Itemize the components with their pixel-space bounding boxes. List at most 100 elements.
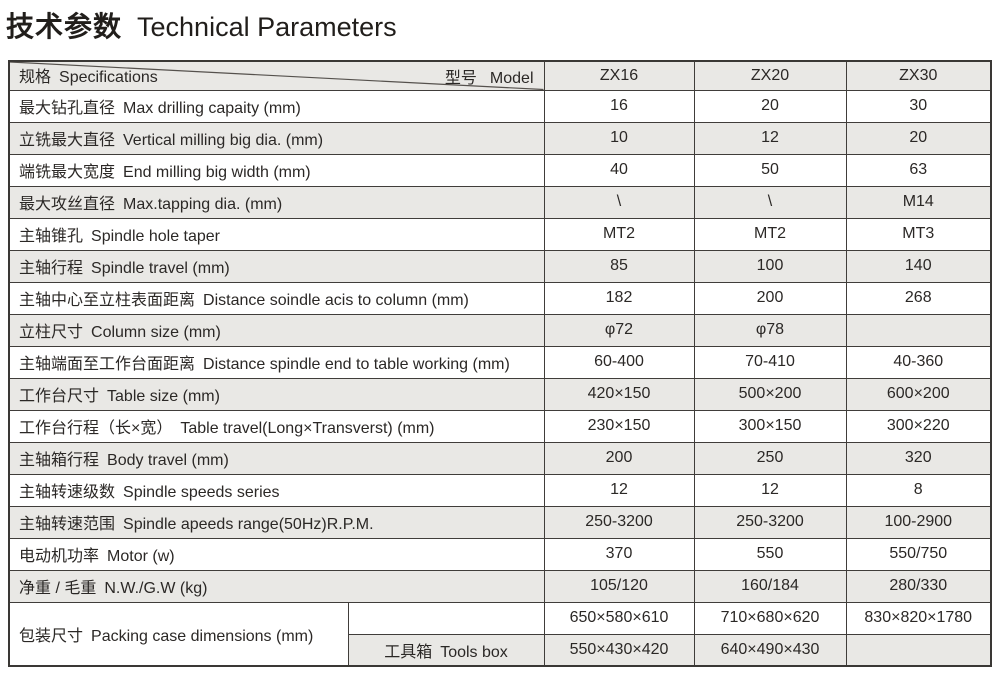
- spec-label-cell: 主轴箱行程 Body travel (mm): [8, 441, 545, 475]
- spec-label-en: N.W./G.W (kg): [104, 580, 208, 597]
- packing-label-en: Packing case dimensions (mm): [91, 627, 314, 645]
- spec-row: 主轴行程 Spindle travel (mm) 85 100 140: [8, 249, 992, 283]
- packing-row-machine: 包装尺寸 Packing case dimensions (mm) 650×580×…: [8, 601, 992, 667]
- spec-label-cell: 主轴端面至工作台面距离 Distance spindle end to table…: [8, 345, 545, 379]
- spec-table: 规格 Specifications 型号 Model ZX16 ZX20 ZX30 最大钻孔直…: [8, 60, 992, 667]
- value-cell: MT2: [693, 217, 847, 251]
- value-cell: 250-3200: [543, 505, 695, 539]
- value-cell: 100: [693, 249, 847, 283]
- spec-label-cell: 端铣最大宽度 End milling big width (mm): [8, 153, 545, 187]
- model-label-zh: 型号: [444, 69, 477, 87]
- spec-label-zh: 电动机功率: [19, 548, 100, 565]
- spec-label-en: Spindle speeds series: [123, 484, 280, 501]
- spec-label-zh: 最大攻丝直径: [19, 196, 116, 213]
- value-cell: 60-400: [543, 345, 695, 379]
- spec-row: 最大钻孔直径 Max drilling capaity (mm) 16 20 30: [8, 89, 992, 123]
- spec-label-zh: 端铣最大宽度: [19, 164, 116, 181]
- model-label-en: Model: [489, 69, 534, 87]
- value-cell: MT2: [543, 217, 695, 251]
- spec-label-en: Max.tapping dia. (mm): [123, 196, 283, 213]
- value-cell: 200: [543, 441, 695, 475]
- model-label: 型号 Model: [445, 64, 534, 88]
- value-cell: 370: [543, 537, 695, 571]
- page-title-en: Technical Parameters: [137, 12, 397, 42]
- page-title-zh: 技术参数: [6, 11, 123, 42]
- value-cell: 600×200: [845, 377, 992, 411]
- value-cell: 63: [845, 153, 992, 187]
- spec-label-cell: 最大钻孔直径 Max drilling capaity (mm): [8, 89, 545, 123]
- packing-label-cell: 包装尺寸 Packing case dimensions (mm): [8, 601, 349, 667]
- spec-label-cell: 立柱尺寸 Column size (mm): [8, 313, 545, 347]
- spec-label-zh: 净重 / 毛重: [19, 580, 97, 597]
- spec-label-zh: 主轴锥孔: [19, 228, 84, 245]
- packing-value-cell: 830×820×1780: [845, 601, 992, 635]
- spec-label-en: Table size (mm): [107, 388, 220, 405]
- model-header-cell: ZX20: [693, 60, 847, 91]
- value-cell: 40-360: [845, 345, 992, 379]
- diagonal-divider-line: [10, 62, 544, 90]
- value-cell: 16: [543, 89, 695, 123]
- spec-row: 主轴端面至工作台面距离 Distance spindle end to table…: [8, 345, 992, 379]
- spec-row: 主轴转速级数 Spindle speeds series 12 12 8: [8, 473, 992, 507]
- spec-label-en: End milling big width (mm): [123, 164, 311, 181]
- spec-label-en: Distance spindle end to table working (m…: [203, 356, 510, 373]
- value-cell: 70-410: [693, 345, 847, 379]
- value-cell: 250-3200: [693, 505, 847, 539]
- value-cell: 50: [693, 153, 847, 187]
- page: 技术参数 Technical Parameters 规格 Specificatio…: [0, 5, 1000, 667]
- spec-row: 主轴箱行程 Body travel (mm) 200 250 320: [8, 441, 992, 475]
- value-cell: 200: [693, 281, 847, 315]
- packing-sub-cell-empty: [347, 601, 545, 635]
- spec-label-cell: 净重 / 毛重 N.W./G.W (kg): [8, 569, 545, 603]
- value-cell: 100-2900: [845, 505, 992, 539]
- spec-label-cell: 工作台尺寸 Table size (mm): [8, 377, 545, 411]
- spec-label-zh: 主轴中心至立柱表面距离: [19, 292, 196, 309]
- toolbox-value-cell: 640×490×430: [693, 633, 847, 667]
- value-cell: 12: [543, 473, 695, 507]
- corner-cell: 规格 Specifications 型号 Model: [8, 60, 545, 91]
- spec-row: 净重 / 毛重 N.W./G.W (kg) 105/120 160/184 280/33…: [8, 569, 992, 603]
- spec-label-zh: 主轴行程: [19, 260, 84, 277]
- value-cell: M14: [845, 185, 992, 219]
- value-cell: 300×150: [693, 409, 847, 443]
- spec-label-en: Max drilling capaity (mm): [123, 100, 301, 117]
- value-cell: 500×200: [693, 377, 847, 411]
- value-cell: 420×150: [543, 377, 695, 411]
- spec-label-cell: 主轴行程 Spindle travel (mm): [8, 249, 545, 283]
- spec-label-zh: 工作台行程（长×宽）: [19, 420, 173, 437]
- value-cell: 182: [543, 281, 695, 315]
- spec-label-cell: 最大攻丝直径 Max.tapping dia. (mm): [8, 185, 545, 219]
- value-cell: 550/750: [845, 537, 992, 571]
- spec-row: 立铣最大直径 Vertical milling big dia. (mm) 10 12…: [8, 121, 992, 155]
- value-cell: \: [693, 185, 847, 219]
- toolbox-label-en: Tools box: [440, 643, 508, 661]
- specifications-label: 规格 Specifications: [19, 63, 158, 87]
- spec-label-cell: 电动机功率 Motor (w): [8, 537, 545, 571]
- spec-row: 主轴中心至立柱表面距离 Distance soindle acis to colu…: [8, 281, 992, 315]
- spec-label-zh: 主轴端面至工作台面距离: [19, 356, 196, 373]
- packing-value-cell: 650×580×610: [543, 601, 695, 635]
- value-cell: 40: [543, 153, 695, 187]
- value-cell: 550: [693, 537, 847, 571]
- spec-label-cell: 立铣最大直径 Vertical milling big dia. (mm): [8, 121, 545, 155]
- value-cell: 250: [693, 441, 847, 475]
- spec-label-en: Motor (w): [107, 548, 175, 565]
- spec-label-cell: 工作台行程（长×宽） Table travel(Long×Transverst) …: [8, 409, 545, 443]
- value-cell: 268: [845, 281, 992, 315]
- value-cell: 140: [845, 249, 992, 283]
- value-cell: 105/120: [543, 569, 695, 603]
- value-cell: 12: [693, 121, 847, 155]
- model-header-cell: ZX16: [543, 60, 695, 91]
- value-cell: φ72: [543, 313, 695, 347]
- value-cell: 12: [693, 473, 847, 507]
- spec-row: 主轴转速范围 Spindle apeeds range(50Hz)R.P.M. 25…: [8, 505, 992, 539]
- spec-label-en: Spindle hole taper: [91, 228, 220, 245]
- value-cell: 85: [543, 249, 695, 283]
- spec-label-zh: 最大钻孔直径: [19, 100, 116, 117]
- spec-row: 电动机功率 Motor (w) 370 550 550/750: [8, 537, 992, 571]
- packing-value-cell: 710×680×620: [693, 601, 847, 635]
- spec-row: 端铣最大宽度 End milling big width (mm) 40 50 63: [8, 153, 992, 187]
- spec-label-en: Spindle travel (mm): [91, 260, 230, 277]
- spec-label-zh: 工作台尺寸: [19, 388, 100, 405]
- value-cell: [845, 313, 992, 347]
